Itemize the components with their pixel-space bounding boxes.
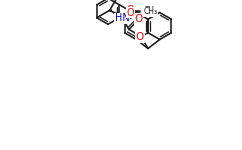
Text: CH₃: CH₃: [144, 7, 158, 16]
Text: O: O: [127, 5, 135, 15]
Text: O: O: [136, 32, 144, 42]
Text: CH₃: CH₃: [144, 6, 158, 15]
Text: O: O: [134, 14, 143, 24]
Text: HN: HN: [114, 13, 129, 23]
Text: O: O: [127, 8, 135, 18]
